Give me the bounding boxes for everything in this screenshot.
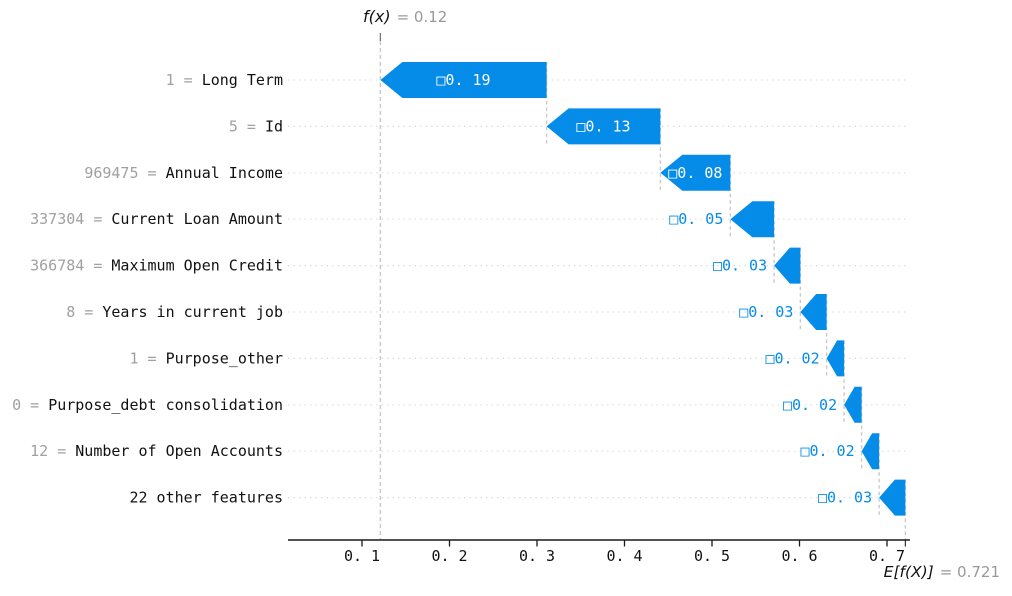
bar-value-label: □0. 08 [668, 164, 722, 182]
shap-bar [380, 62, 547, 98]
fx-value: = 0.12 [396, 8, 448, 26]
shap-bar [660, 154, 731, 191]
bar-value-label: □0. 03 [818, 489, 872, 507]
bar-value-label: □0. 02 [783, 396, 837, 414]
shap-bar [800, 294, 827, 330]
efx-value: = 0.721 [939, 563, 1000, 581]
feature-value-text: 8 = [66, 303, 102, 321]
efx-annotation: E[f(X)] = 0.721 [884, 563, 1000, 581]
feature-name-text: 22 other features [129, 489, 283, 507]
shap-bar [826, 340, 845, 377]
shap-bar [774, 247, 801, 284]
bar-value-label: □0. 03 [739, 303, 793, 321]
bar-value-label: □0. 13 [576, 117, 630, 135]
feature-label: 366784 = Maximum Open Credit [30, 257, 283, 275]
feature-value-text: 1 = [129, 349, 165, 367]
feature-name-text: Current Loan Amount [111, 210, 283, 228]
bar-value-label: □0. 02 [765, 349, 819, 367]
feature-value-text: 366784 = [30, 257, 111, 275]
feature-name-text: Number of Open Accounts [75, 442, 283, 460]
feature-value-text: 337304 = [30, 210, 111, 228]
feature-name-text: Long Term [202, 71, 283, 89]
feature-label: 22 other features [129, 489, 283, 507]
feature-label: 337304 = Current Loan Amount [30, 210, 283, 228]
x-tick-label: 0. 4 [606, 547, 642, 565]
feature-value-text: 1 = [166, 71, 202, 89]
x-tick-label: 0. 6 [781, 547, 817, 565]
feature-name-text: Purpose_other [166, 349, 283, 367]
shap-bar [546, 108, 661, 145]
shap-bar [844, 386, 862, 423]
shap-bar [861, 433, 880, 470]
feature-label: 0 = Purpose_debt consolidation [12, 396, 283, 414]
shap-bar [879, 479, 906, 516]
feature-value-text: 969475 = [84, 164, 165, 182]
feature-label: 5 = Id [229, 117, 283, 135]
fx-annotation: f(x) = 0.12 [363, 7, 447, 26]
x-tick-label: 0. 7 [869, 547, 905, 565]
feature-value-text: 12 = [30, 442, 75, 460]
x-tick-label: 0. 5 [694, 547, 730, 565]
bar-value-label: □0. 19 [436, 71, 490, 89]
shap-bar [730, 201, 775, 238]
feature-name-text: Id [265, 117, 283, 135]
feature-name-text: Years in current job [102, 303, 283, 321]
feature-name-text: Annual Income [166, 164, 283, 182]
efx-label: E[f(X)] [883, 563, 934, 581]
x-tick-label: 0. 3 [519, 547, 555, 565]
feature-label: 969475 = Annual Income [84, 164, 283, 182]
feature-name-text: Maximum Open Credit [111, 257, 283, 275]
feature-label: 12 = Number of Open Accounts [30, 442, 283, 460]
bar-value-label: □0. 05 [669, 210, 723, 228]
feature-value-text: 5 = [229, 117, 265, 135]
feature-label: 1 = Purpose_other [129, 349, 283, 367]
x-tick-label: 0. 1 [344, 547, 380, 565]
feature-name-text: Purpose_debt consolidation [48, 396, 283, 414]
feature-label: 8 = Years in current job [66, 303, 283, 321]
fx-label: f(x) [363, 7, 391, 26]
x-tick-label: 0. 2 [431, 547, 467, 565]
bar-value-label: □0. 03 [713, 257, 767, 275]
bar-value-label: □0. 02 [800, 442, 854, 460]
feature-value-text: 0 = [12, 396, 48, 414]
feature-label: 1 = Long Term [166, 71, 283, 89]
